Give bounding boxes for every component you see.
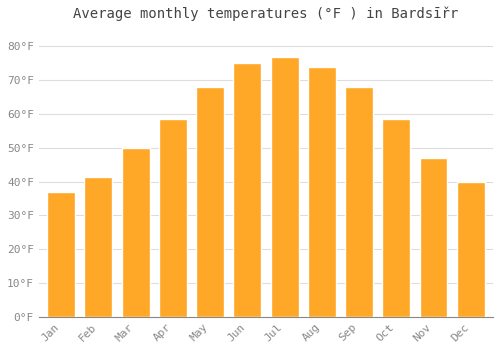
- Bar: [345, 87, 373, 317]
- Bar: [196, 87, 224, 317]
- Bar: [234, 63, 262, 317]
- Bar: [270, 57, 298, 317]
- Bar: [420, 158, 448, 317]
- Bar: [47, 192, 75, 317]
- Bar: [122, 148, 150, 317]
- Bar: [308, 67, 336, 317]
- Title: Average monthly temperatures (°F ) in Bardsīřr: Average monthly temperatures (°F ) in Ba…: [74, 7, 458, 21]
- Bar: [84, 176, 112, 317]
- Bar: [457, 182, 484, 317]
- Bar: [382, 119, 410, 317]
- Bar: [159, 119, 187, 317]
